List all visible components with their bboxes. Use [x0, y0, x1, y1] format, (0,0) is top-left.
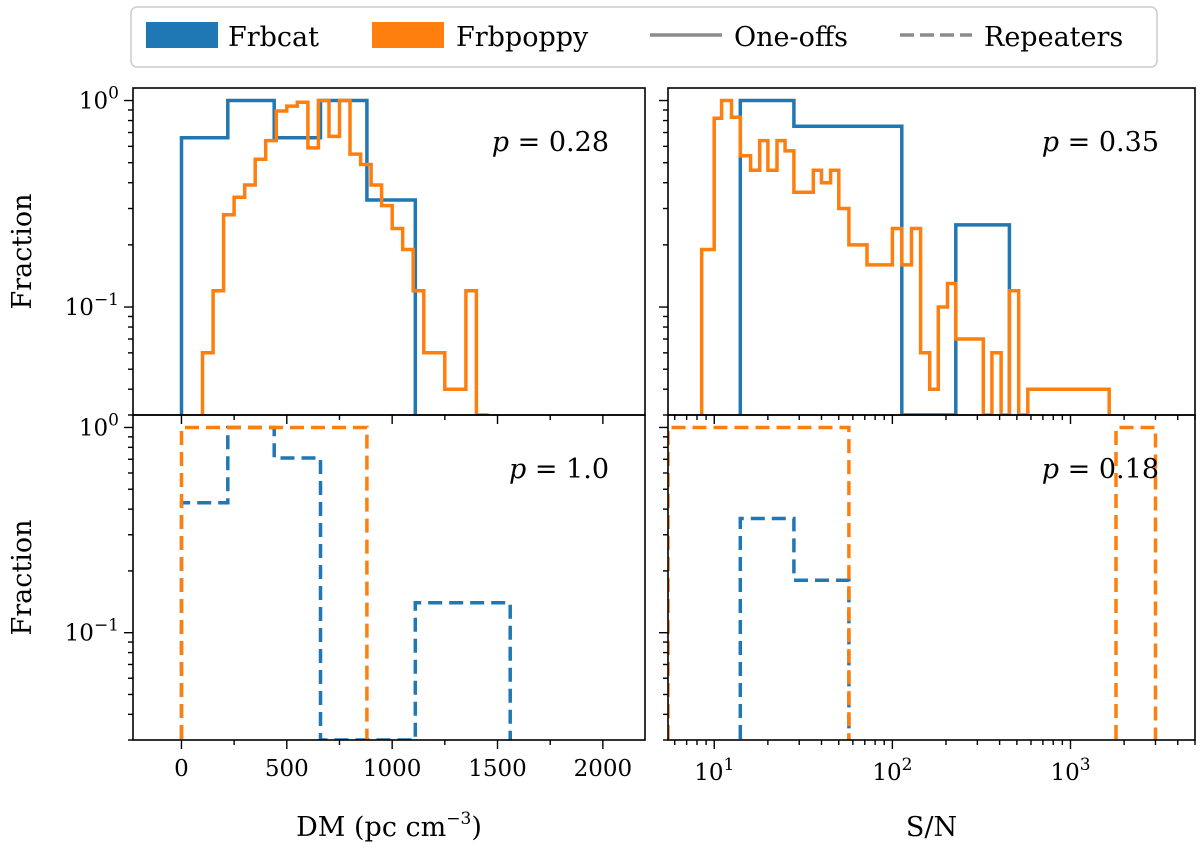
x-tick-label: 500 — [265, 756, 309, 782]
x-tick-label: 101 — [694, 755, 734, 786]
x-tick-label: 102 — [872, 755, 912, 786]
legend-frbpoppy-label: Frbpoppy — [456, 22, 589, 53]
p-value-annotation: p = 0.18 — [1042, 454, 1159, 485]
p-value-annotation: p = 0.28 — [492, 127, 609, 158]
y-axis-label: Fraction — [7, 194, 38, 310]
panel-bottom-right: 101 102 103 p = 0.18 S/N — [659, 414, 1196, 843]
x-axis-label: S/N — [906, 812, 957, 843]
series-group — [179, 98, 489, 415]
x-tick-label: 1000 — [363, 756, 422, 782]
axes-frame — [132, 414, 646, 741]
y-tick-label: 10−1 — [65, 616, 119, 647]
p-value-annotation: p = 1.0 — [509, 454, 609, 485]
legend-repeaters-label: Repeaters — [984, 22, 1123, 53]
series-frbpoppy-top-right — [699, 98, 1111, 415]
x-tick-label: 2000 — [574, 756, 633, 782]
series-frbcat-top-right — [738, 98, 1012, 415]
legend-frbpoppy-swatch — [372, 22, 444, 48]
legend: Frbcat Frbpoppy One-offs Repeaters — [130, 6, 1158, 68]
legend-frbcat-swatch — [146, 22, 218, 48]
panel-top-right: p = 0.35 — [659, 87, 1196, 424]
p-value-annotation: p = 0.35 — [1042, 127, 1159, 158]
series-group — [668, 425, 1158, 740]
y-tick-label: 100 — [79, 84, 119, 115]
series-frbpoppy-top-left — [200, 98, 489, 415]
series-frbpoppy-high-bottom-right — [1114, 425, 1158, 740]
series-group — [699, 98, 1111, 415]
x-axis-label: DM (pc cm−3) — [296, 809, 482, 843]
legend-oneoffs-label: One-offs — [734, 22, 848, 53]
panel-top-left: 10−1 100 p = 0.28 Fraction — [7, 84, 646, 424]
series-frbcat-top-left — [179, 98, 418, 415]
series-frbpoppy-bottom-right — [668, 425, 851, 740]
y-tick-label: 10−1 — [65, 290, 119, 321]
series-group — [179, 425, 512, 740]
x-tick-label: 0 — [174, 756, 189, 782]
series-frbpoppy-bottom-left — [179, 425, 369, 740]
y-tick-label: 100 — [79, 410, 119, 441]
y-axis-label: Fraction — [7, 520, 38, 636]
axes-frame — [667, 414, 1196, 741]
legend-frbcat-label: Frbcat — [228, 22, 319, 53]
x-tick-label: 103 — [1050, 755, 1090, 786]
series-frbcat-bottom-right — [738, 516, 851, 740]
series-frbcat-bottom-left — [179, 425, 512, 740]
x-tick-label: 1500 — [468, 756, 527, 782]
